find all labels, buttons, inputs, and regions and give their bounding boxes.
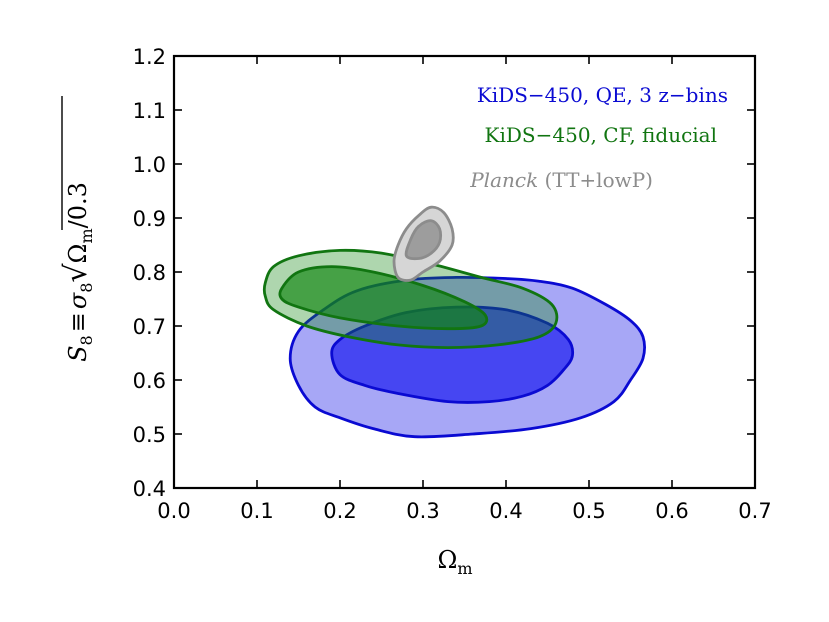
y-tick-label: 0.4 (133, 477, 166, 501)
y-axis-sigma-sub: 8 (77, 283, 96, 293)
y-axis-equiv: ≡ (64, 312, 92, 332)
contour-layer (262, 205, 646, 439)
kids-cf-inner-68-contour (278, 265, 489, 331)
y-tick-label: 1.0 (133, 153, 166, 177)
series-kids-cf (262, 248, 559, 349)
y-axis-title: S8≡σ8√Ωm/0.3 (59, 96, 96, 362)
y-tick-label: 0.7 (133, 315, 166, 339)
y-tick-label: 0.6 (133, 369, 166, 393)
legend-entry-planck: Planck (TT+lowP) (469, 168, 653, 192)
legend-planck-rest: (TT+lowP) (538, 168, 653, 192)
y-tick-label: 1.2 (133, 45, 166, 69)
series-planck (392, 205, 455, 282)
y-tick-label: 0.8 (133, 261, 166, 285)
y-axis-sigma: σ (64, 292, 92, 309)
legend-entry-kids-qe: KiDS−450, QE, 3 z−bins (477, 83, 728, 107)
x-axis-omega: Ω (437, 546, 457, 574)
x-axis-title: Ωm (437, 546, 472, 578)
legend: KiDS−450, QE, 3 z−bins KiDS−450, CF, fid… (469, 83, 728, 192)
x-tick-label: 0.5 (572, 499, 605, 523)
legend-entry-kids-cf: KiDS−450, CF, fiducial (485, 123, 717, 147)
y-axis-denominator: /0.3 (64, 182, 92, 228)
x-tick-label: 0.7 (738, 499, 771, 523)
y-axis-s-sub: 8 (77, 335, 96, 345)
x-tick-label: 0.3 (406, 499, 439, 523)
y-axis-omega: Ω (64, 244, 92, 264)
svg-text:S8≡σ8√Ωm/0.3: S8≡σ8√Ωm/0.3 (59, 182, 96, 362)
x-tick-label: 0.1 (240, 499, 273, 523)
planck-inner-68-contour (404, 219, 443, 261)
legend-planck-italic: Planck (469, 168, 538, 192)
x-tick-label: 0.4 (489, 499, 522, 523)
x-tick-label: 0.2 (323, 499, 356, 523)
y-tick-label: 0.5 (133, 423, 166, 447)
y-tick-label: 1.1 (133, 99, 166, 123)
x-axis-sub: m (457, 559, 472, 578)
x-tick-label: 0.0 (157, 499, 190, 523)
y-axis-s: S (64, 345, 92, 361)
y-axis-radical: √ (59, 263, 94, 283)
x-tick-label: 0.6 (655, 499, 688, 523)
tick-layer: 0.0 0.1 0.2 0.3 0.4 0.5 0.6 0.7 0.4 0.5 0.6 0.7 0.8 0… (133, 45, 772, 523)
y-tick-label: 0.9 (133, 207, 166, 231)
y-axis-omega-sub: m (77, 228, 96, 243)
